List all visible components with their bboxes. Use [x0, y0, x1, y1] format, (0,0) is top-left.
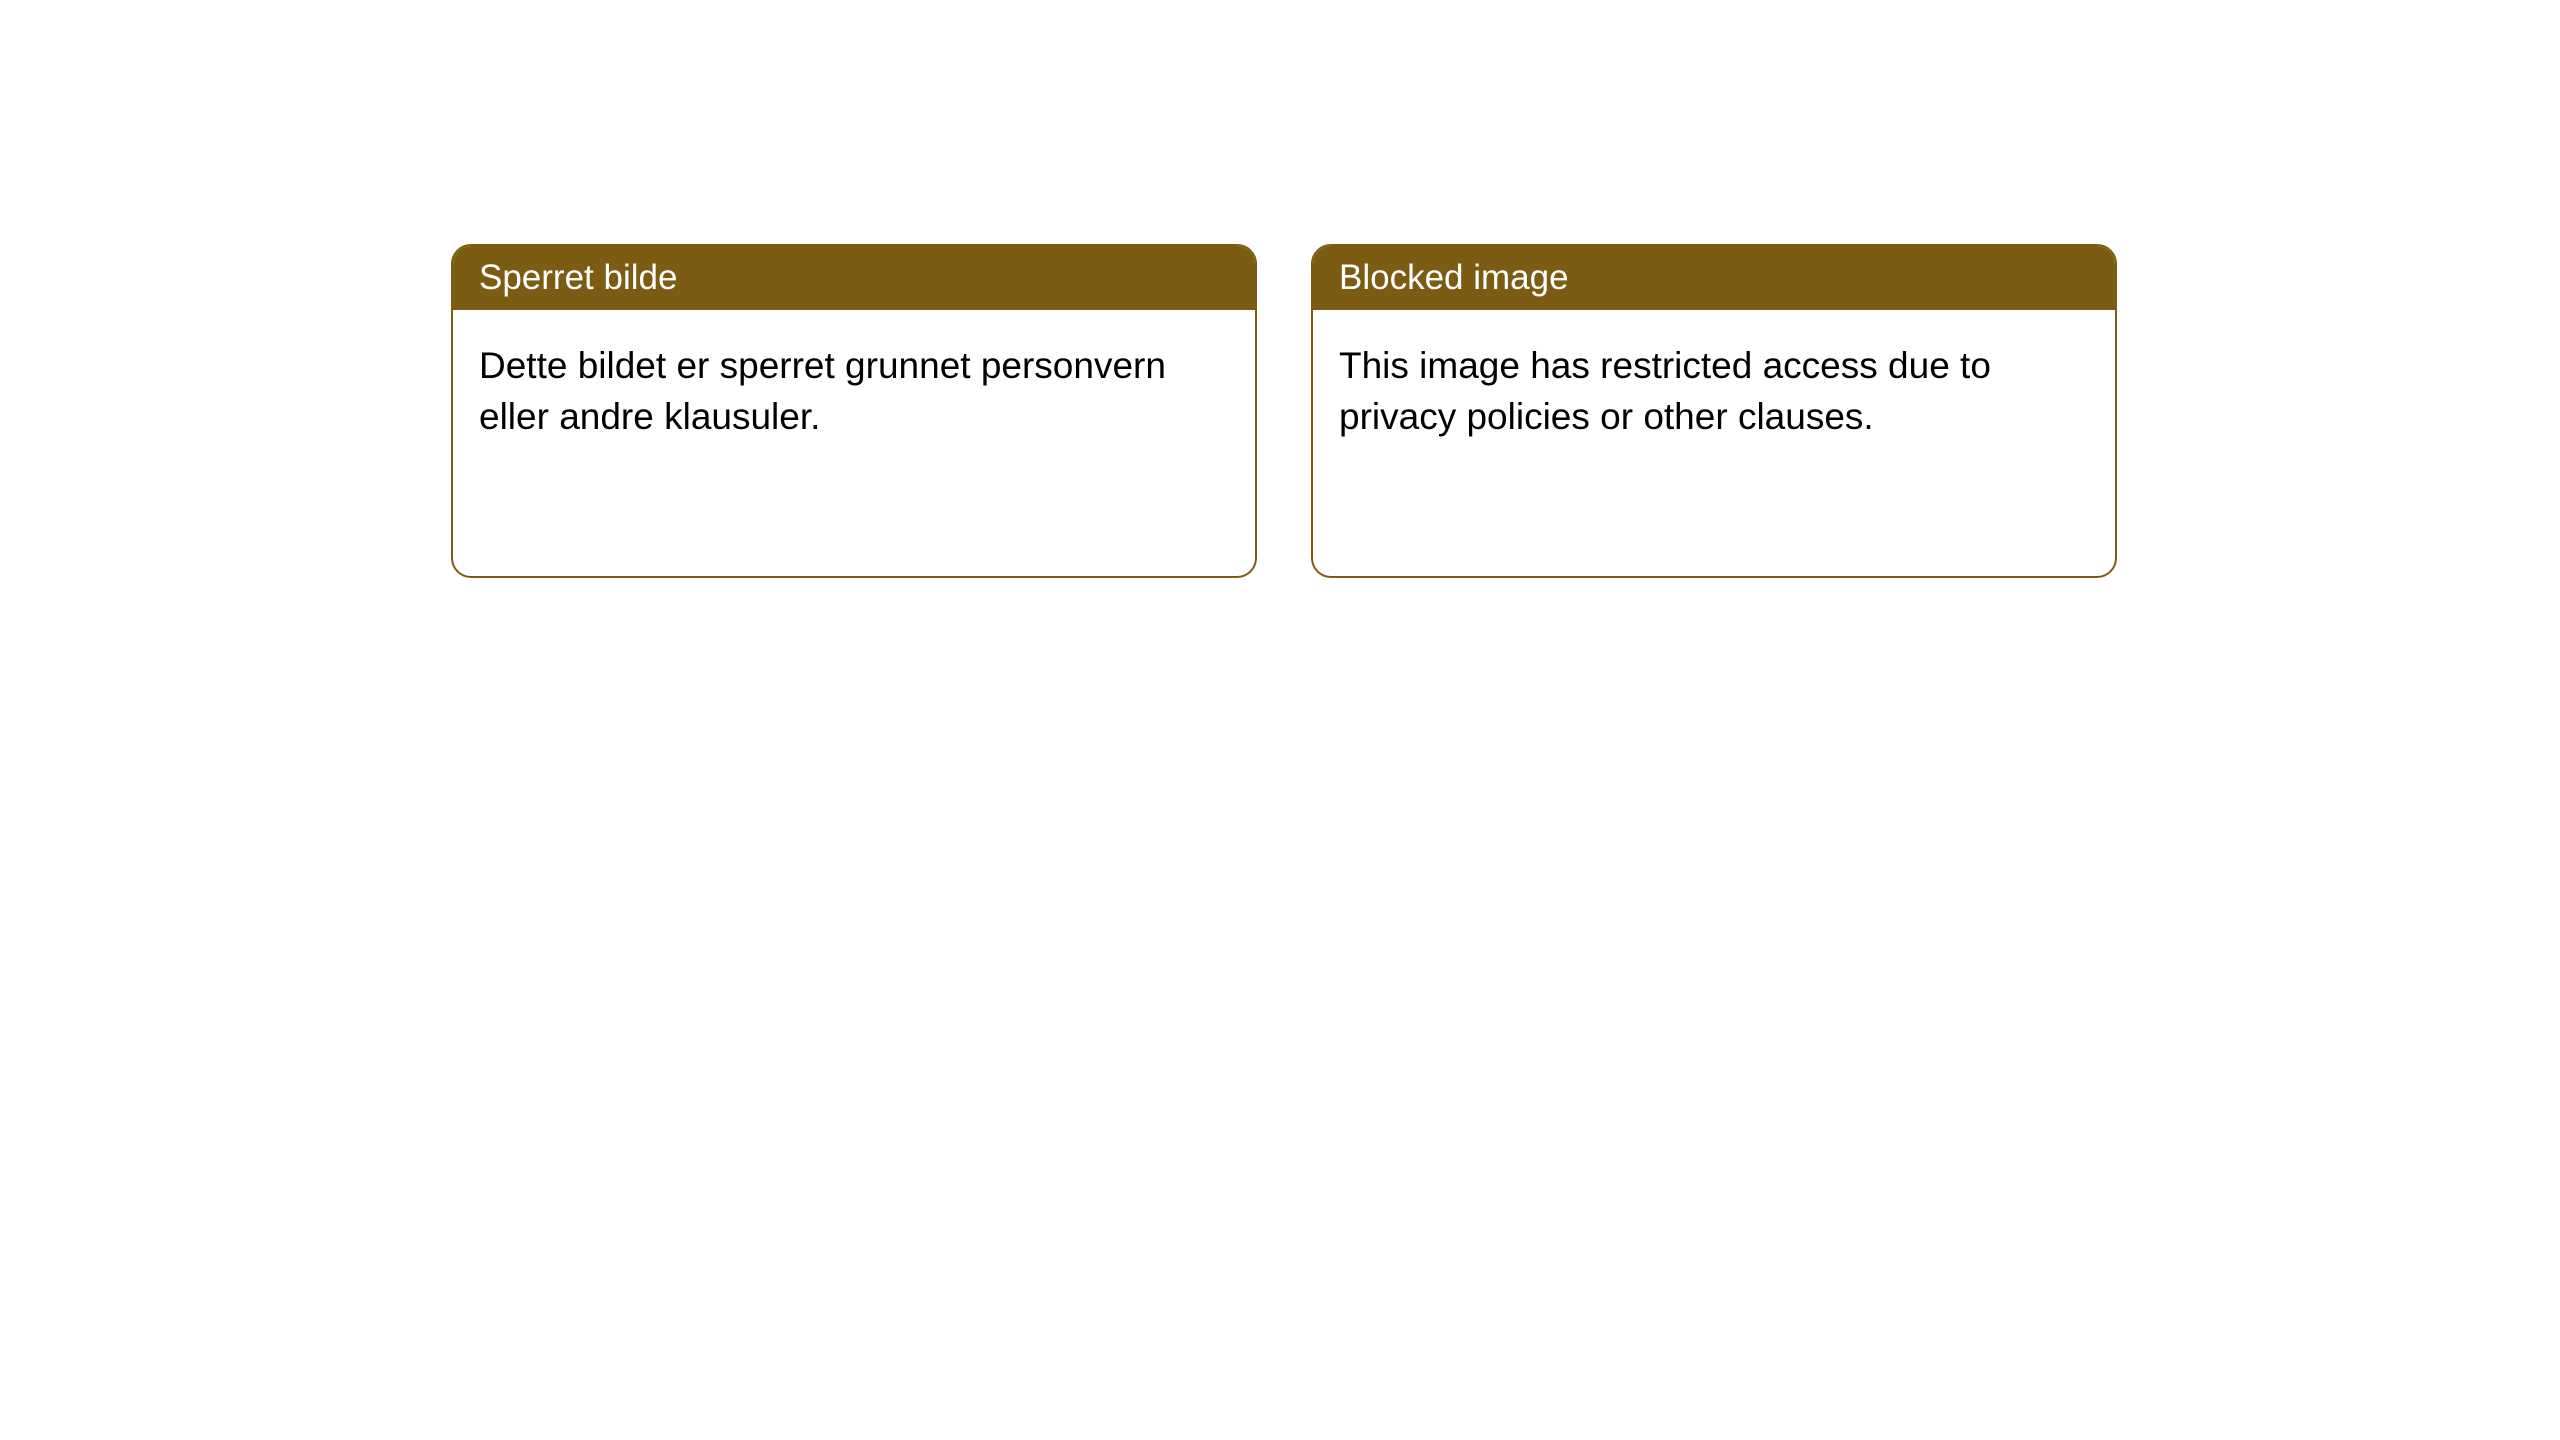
notice-header: Blocked image: [1313, 246, 2115, 310]
notice-header: Sperret bilde: [453, 246, 1255, 310]
notice-body: Dette bildet er sperret grunnet personve…: [453, 310, 1255, 474]
notice-card-english: Blocked image This image has restricted …: [1311, 244, 2117, 578]
notice-card-norwegian: Sperret bilde Dette bildet er sperret gr…: [451, 244, 1257, 578]
notice-body: This image has restricted access due to …: [1313, 310, 2115, 474]
notice-container: Sperret bilde Dette bildet er sperret gr…: [0, 0, 2560, 578]
